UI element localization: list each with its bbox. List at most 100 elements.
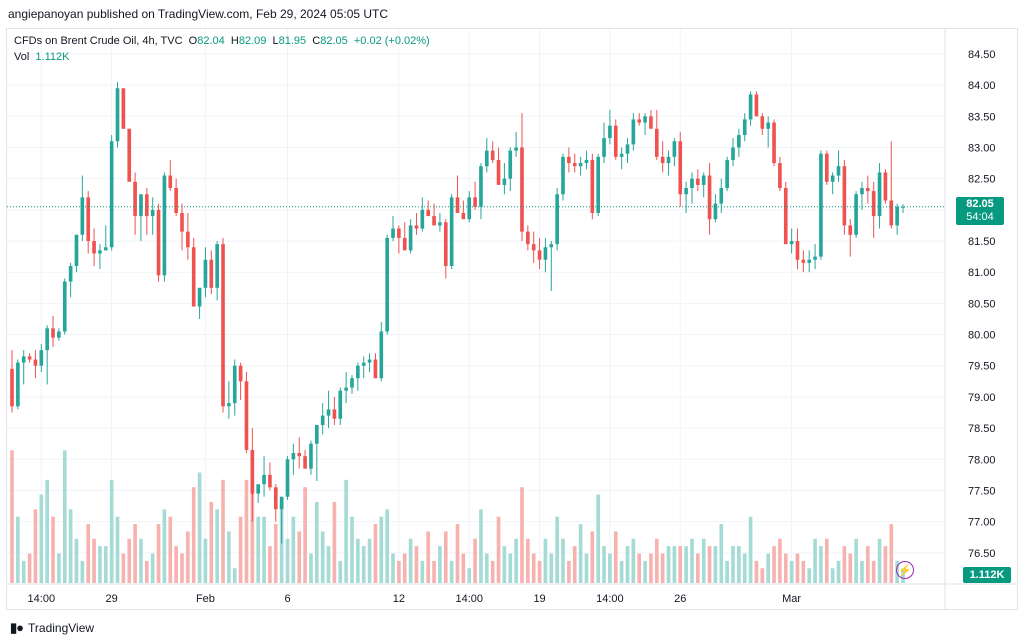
candle-body [262, 474, 266, 485]
candle-body [174, 188, 178, 213]
candle-body [766, 122, 770, 129]
volume-label[interactable]: Vol [14, 51, 30, 63]
candle-body [350, 378, 354, 388]
price-tick-label: 82.50 [968, 174, 996, 186]
volume-bar [326, 546, 331, 583]
time-tick-label: 14:00 [455, 593, 483, 605]
candle-body [414, 225, 419, 229]
volume-bar [145, 560, 149, 583]
volume-bar [92, 538, 96, 583]
time-tick-label: 19 [533, 593, 545, 605]
candle-body [830, 175, 835, 182]
volume-bar [531, 553, 536, 583]
candle-body [33, 359, 38, 366]
volume-bar [561, 538, 565, 583]
volume-bar [590, 531, 595, 583]
candle-body [326, 409, 331, 416]
volume-bar [268, 546, 272, 583]
candle-body [567, 156, 571, 164]
candle-body [150, 209, 155, 217]
close-label: C [312, 35, 321, 47]
volume-bar [467, 568, 472, 583]
candle-body [203, 259, 208, 288]
candle-body [889, 200, 894, 226]
time-tick-label: Feb [196, 593, 215, 605]
time-tick-label: 26 [674, 593, 686, 605]
volume-bar [654, 538, 659, 583]
volume-bar [848, 553, 853, 583]
candle-body [672, 141, 677, 157]
candle-body [133, 181, 137, 217]
chart-legend: CFDs on Brent Crude Oil, 4h, TVC O82.04 … [14, 33, 430, 65]
candle-body [455, 197, 460, 213]
candle-body [742, 119, 747, 136]
volume-bar [232, 568, 237, 583]
volume-bar [174, 546, 178, 583]
candle-body [426, 209, 431, 217]
volume-bar [801, 560, 806, 583]
volume-bar [221, 479, 225, 583]
candle-body [57, 331, 61, 338]
price-tick-label: 83.00 [968, 142, 996, 154]
candle-body [725, 159, 729, 189]
volume-bar [291, 516, 296, 583]
volume-bar [549, 553, 554, 583]
candle-body [221, 244, 225, 407]
volume-bar [514, 538, 518, 583]
volume-bar [490, 560, 495, 583]
candle-body [215, 244, 219, 288]
volume-bar [760, 568, 765, 583]
candle-body [268, 474, 272, 488]
price-tick-label: 84.50 [968, 49, 996, 61]
symbol-name[interactable]: CFDs on Brent Crude Oil, 4h, TVC [14, 35, 183, 47]
volume-bar [121, 553, 126, 583]
volume-bar [889, 524, 894, 583]
volume-bar [778, 538, 782, 583]
low-label: L [272, 35, 279, 47]
volume-bar [508, 553, 513, 583]
volume-bar [866, 546, 870, 583]
candle-body [338, 390, 343, 419]
candle-body [10, 368, 14, 407]
volume-bar [356, 538, 360, 583]
candle-body [713, 203, 718, 220]
volume-bar [772, 546, 776, 583]
candle-body [578, 163, 583, 167]
candle-body [660, 156, 665, 164]
volume-bar [701, 538, 706, 583]
replay-icon[interactable]: ⚡ [896, 561, 914, 579]
candle-body [807, 259, 812, 263]
candle-body [531, 244, 536, 251]
candle-body [191, 247, 196, 307]
price-tick-label: 77.50 [968, 485, 996, 497]
candle-body [98, 250, 102, 254]
candle-body [901, 206, 905, 208]
candle-body [27, 356, 32, 360]
countdown-label: 54:04 [966, 211, 994, 223]
volume-bar [57, 553, 61, 583]
volume-bar [215, 509, 219, 583]
volume-bar [795, 553, 800, 583]
volume-bar [484, 553, 489, 583]
high-label: H [230, 35, 239, 47]
volume-bar [168, 516, 173, 583]
price-tick-label: 81.00 [968, 267, 996, 279]
change-value: +0.02 (+0.02%) [353, 35, 430, 47]
tradingview-logo-icon: ▮● [10, 620, 24, 635]
time-tick-label: 6 [284, 593, 290, 605]
volume-bar [748, 516, 753, 583]
price-tick-label: 84.00 [968, 80, 996, 92]
candle-body [654, 128, 659, 157]
volume-bar [684, 546, 688, 583]
candle-body [508, 150, 513, 179]
candle-body [420, 209, 425, 229]
candle-body [783, 188, 788, 245]
price-tick-label: 76.50 [968, 548, 996, 560]
candle-body [115, 88, 120, 142]
close-value: 82.05 [320, 35, 348, 47]
candle-body [273, 487, 278, 510]
volume-bar [537, 560, 542, 583]
candle-body [625, 144, 630, 154]
volume-bar [619, 560, 624, 583]
